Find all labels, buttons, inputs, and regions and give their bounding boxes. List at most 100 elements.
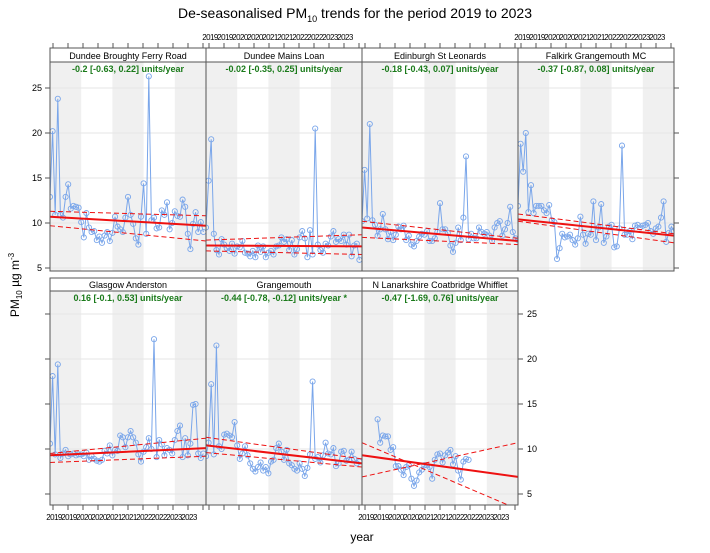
data-point — [163, 199, 171, 206]
trend-lower-ci — [50, 455, 206, 463]
data-point — [187, 440, 194, 447]
data-point — [553, 255, 561, 263]
data-point — [322, 439, 329, 446]
x-tick-label: 2023 — [478, 513, 495, 522]
data-point — [449, 248, 457, 255]
data-point — [340, 447, 347, 454]
x-tick-label: 2020 — [388, 513, 405, 522]
data-point — [377, 439, 384, 446]
data-point — [455, 224, 462, 231]
data-point — [143, 230, 150, 237]
y-tick-label: 5 — [37, 263, 42, 273]
strip-label: Edinburgh St Leonards — [394, 51, 487, 61]
data-point — [98, 239, 106, 246]
x-tick-label: 2023 — [493, 513, 510, 522]
data-point — [192, 400, 199, 408]
data-point — [587, 231, 594, 238]
data-point — [153, 225, 160, 232]
data-point — [262, 463, 269, 471]
panel: Falkirk Grangemouth MC -0.37 [-0.87, 0.08… — [517, 47, 689, 272]
trend-line — [362, 226, 518, 242]
data-point — [520, 168, 527, 175]
data-point — [293, 467, 301, 474]
panel-plot-area — [50, 336, 206, 465]
strip-label: Falkirk Grangemouth MC — [546, 51, 647, 61]
year-band — [330, 291, 362, 505]
data-point — [577, 213, 584, 220]
data-point — [275, 440, 282, 447]
data-point — [247, 460, 254, 467]
data-point — [262, 254, 269, 261]
data-point — [122, 444, 129, 451]
data-point — [273, 445, 280, 452]
x-tick-label: 2021 — [262, 33, 279, 42]
data-point — [150, 214, 158, 221]
data-point — [496, 218, 503, 225]
data-point — [171, 436, 178, 444]
data-point — [124, 193, 132, 200]
data-point — [184, 230, 191, 237]
data-point — [348, 253, 355, 260]
data-point — [114, 447, 121, 454]
panel: Glasgow Anderston 0.16 [-0.1, 0.53] units… — [49, 277, 207, 506]
panel-plot-area — [362, 416, 518, 505]
year-band — [486, 291, 518, 505]
data-point — [228, 434, 236, 441]
data-point — [655, 223, 662, 230]
x-tick-label: 2019 — [358, 513, 375, 522]
x-tick-label: 2023 — [166, 513, 183, 522]
year-band — [642, 62, 674, 271]
data-point — [366, 120, 373, 128]
data-point — [80, 234, 87, 241]
trend-upper-ci — [206, 234, 362, 241]
data-point — [431, 456, 438, 463]
x-tick-label: 2019 — [61, 513, 78, 522]
year-band — [50, 291, 82, 505]
year-band — [174, 291, 206, 505]
y-tick-label: 20 — [32, 128, 42, 138]
data-point — [111, 213, 119, 220]
data-point — [592, 237, 600, 244]
data-point — [684, 220, 689, 225]
data-point — [161, 211, 168, 218]
data-point — [150, 336, 158, 343]
data-point — [206, 177, 212, 184]
data-point — [184, 452, 191, 459]
data-point — [384, 433, 392, 440]
data-point — [426, 237, 433, 245]
data-point — [582, 240, 589, 247]
data-point — [379, 210, 386, 218]
strip-label: Glasgow Anderston — [89, 280, 167, 290]
data-point — [179, 196, 186, 203]
y-axis-label-superscript: -3 — [7, 252, 16, 260]
data-point — [530, 210, 537, 217]
data-point — [574, 235, 581, 242]
x-tick-label: 2020 — [247, 33, 264, 42]
data-point — [319, 249, 327, 256]
data-point — [91, 228, 98, 235]
data-point — [153, 454, 160, 461]
x-tick-label: 2019 — [217, 33, 234, 42]
year-band — [362, 62, 394, 271]
year-band — [112, 62, 144, 271]
data-point — [639, 222, 646, 229]
year-band — [50, 62, 82, 271]
data-point — [338, 448, 345, 455]
data-point — [182, 435, 189, 442]
data-point — [254, 463, 262, 471]
panel: Edinburgh St Leonards -0.18 [-0.43, 0.07]… — [361, 47, 519, 272]
data-point — [374, 416, 381, 423]
data-point — [382, 433, 389, 440]
data-point — [135, 241, 142, 248]
data-point — [390, 444, 397, 451]
x-tick-label: 2019 — [202, 33, 219, 42]
data-point — [192, 209, 199, 216]
y-tick-label: 5 — [527, 489, 532, 499]
data-point — [70, 202, 77, 209]
data-point — [613, 243, 620, 250]
data-point — [408, 475, 415, 482]
data-point — [83, 210, 90, 217]
data-point — [119, 228, 126, 236]
data-point — [50, 373, 56, 380]
data-point — [299, 228, 306, 235]
